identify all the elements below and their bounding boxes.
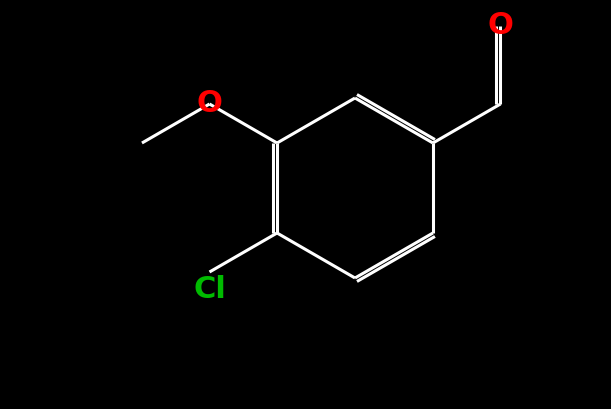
Text: O: O [197, 90, 222, 119]
Text: O: O [488, 11, 513, 40]
Text: Cl: Cl [193, 276, 226, 304]
